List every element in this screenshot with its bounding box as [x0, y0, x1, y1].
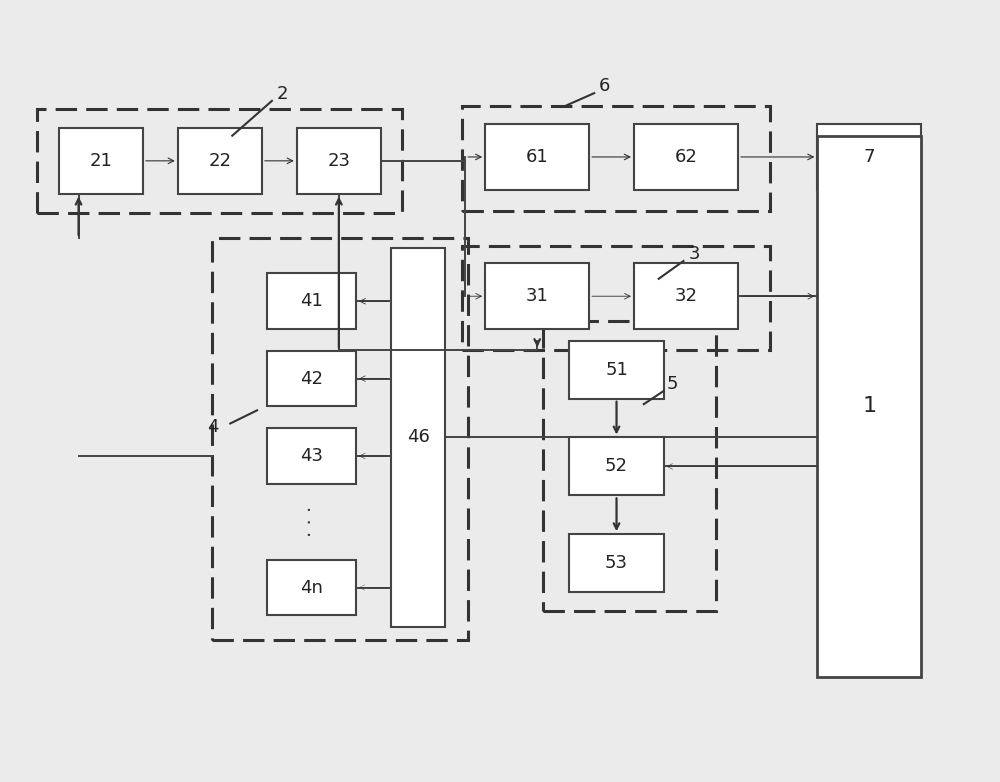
- Text: 3: 3: [688, 245, 700, 263]
- Text: 2: 2: [277, 84, 288, 102]
- Bar: [267, 560, 356, 615]
- Bar: [569, 341, 664, 399]
- Text: 46: 46: [407, 429, 430, 447]
- Bar: [297, 128, 381, 194]
- Text: 52: 52: [605, 457, 628, 475]
- Text: 1: 1: [862, 396, 876, 417]
- Text: 61: 61: [526, 148, 549, 166]
- Bar: [569, 437, 664, 496]
- Text: 23: 23: [327, 152, 350, 170]
- Text: 43: 43: [300, 447, 323, 465]
- Text: 62: 62: [674, 148, 697, 166]
- Text: 41: 41: [300, 292, 323, 310]
- Text: 51: 51: [605, 361, 628, 378]
- Text: · · ·: · · ·: [302, 506, 321, 537]
- Bar: [634, 264, 738, 329]
- Text: 5: 5: [667, 375, 678, 393]
- Bar: [634, 124, 738, 190]
- Bar: [391, 248, 445, 627]
- Bar: [37, 109, 402, 213]
- Text: 21: 21: [89, 152, 112, 170]
- Bar: [59, 128, 143, 194]
- Bar: [817, 124, 921, 190]
- Bar: [485, 264, 589, 329]
- Text: 4: 4: [207, 418, 219, 436]
- Text: 6: 6: [599, 77, 611, 95]
- Bar: [178, 128, 262, 194]
- Bar: [267, 351, 356, 407]
- Text: 42: 42: [300, 370, 323, 388]
- Bar: [267, 428, 356, 484]
- Text: 31: 31: [526, 287, 549, 305]
- Bar: [569, 534, 664, 592]
- Text: 7: 7: [864, 148, 875, 166]
- Bar: [462, 246, 770, 350]
- Text: 22: 22: [208, 152, 231, 170]
- Bar: [462, 106, 770, 210]
- Text: 32: 32: [674, 287, 697, 305]
- Bar: [485, 124, 589, 190]
- Bar: [817, 136, 921, 677]
- Text: 4n: 4n: [300, 579, 323, 597]
- Text: 53: 53: [605, 554, 628, 572]
- Bar: [543, 321, 716, 612]
- Bar: [267, 274, 356, 329]
- Bar: [212, 238, 468, 640]
